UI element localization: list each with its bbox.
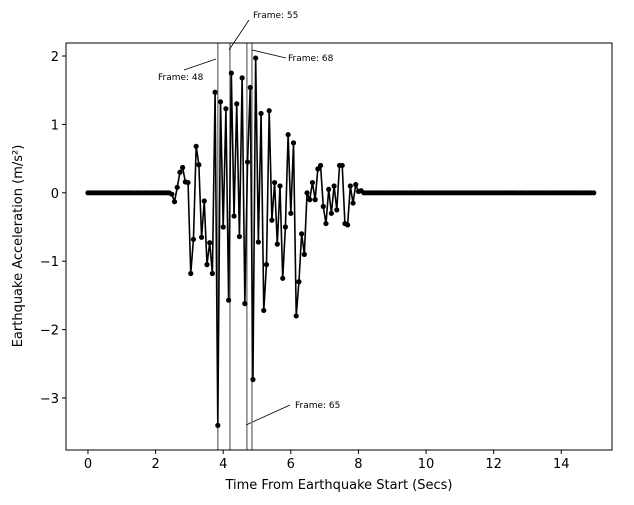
annotation: Frame: 65 xyxy=(295,401,340,411)
data-point xyxy=(188,270,194,277)
data-point xyxy=(177,169,183,175)
data-point xyxy=(190,236,197,242)
data-point xyxy=(169,191,175,197)
data-point xyxy=(236,233,243,240)
y-tick-label: −2 xyxy=(40,324,59,339)
annotation: Frame: 55 xyxy=(253,11,298,21)
data-point xyxy=(180,164,186,171)
data-point xyxy=(247,84,253,91)
y-tick-label: 2 xyxy=(51,50,59,65)
data-point xyxy=(226,297,232,303)
data-point xyxy=(255,239,261,245)
annotation: Frame: 68 xyxy=(288,54,334,64)
y-axis-label: Earthquake Acceleration (m/s²) xyxy=(11,145,26,348)
data-point xyxy=(339,162,345,169)
data-point xyxy=(171,199,178,205)
data-point xyxy=(282,224,289,230)
data-point xyxy=(242,301,248,307)
y-tick-label: 1 xyxy=(51,118,59,133)
data-point xyxy=(334,207,340,213)
data-point xyxy=(209,270,215,277)
data-point xyxy=(347,183,353,189)
data-point xyxy=(328,210,334,216)
x-axis-label: Time From Earthquake Start (Secs) xyxy=(224,478,452,493)
data-point xyxy=(350,200,356,206)
data-point xyxy=(244,159,251,165)
data-point xyxy=(331,183,337,189)
x-tick-label: 12 xyxy=(485,457,502,472)
data-point xyxy=(290,140,297,146)
annotation-arrow xyxy=(245,404,291,426)
x-tick-label: 0 xyxy=(84,457,92,472)
data-point xyxy=(263,262,270,268)
data-point xyxy=(269,217,275,223)
data-point xyxy=(266,108,272,114)
data-point xyxy=(198,234,205,240)
data-point xyxy=(274,241,280,247)
data-point xyxy=(174,184,180,190)
data-point xyxy=(196,162,202,168)
x-tick-label: 4 xyxy=(219,457,227,472)
data-line xyxy=(87,58,594,426)
x-tick-label: 2 xyxy=(151,457,159,472)
annotation-arrow xyxy=(183,58,217,71)
data-point xyxy=(345,222,351,228)
data-point xyxy=(271,179,278,186)
x-tick-label: 8 xyxy=(354,457,362,472)
data-point xyxy=(212,89,218,95)
data-point xyxy=(309,179,316,186)
data-point xyxy=(258,110,264,117)
data-point xyxy=(253,55,259,61)
x-tick-label: 10 xyxy=(418,457,435,472)
data-point xyxy=(320,203,326,210)
data-point xyxy=(231,213,237,219)
y-tick-label: −1 xyxy=(40,255,59,270)
data-point xyxy=(285,132,291,138)
data-point xyxy=(288,210,294,216)
y-tick-label: 0 xyxy=(51,187,59,202)
data-point xyxy=(215,422,221,428)
data-point xyxy=(228,70,234,76)
data-point xyxy=(299,231,305,237)
data-point xyxy=(207,240,213,246)
data-point xyxy=(220,224,226,230)
data-point xyxy=(280,275,286,281)
plot-frame xyxy=(65,42,613,451)
data-point xyxy=(277,183,283,189)
data-point xyxy=(317,162,324,169)
data-point xyxy=(201,198,207,204)
data-point xyxy=(204,262,210,268)
data-point xyxy=(293,313,299,319)
annotation-arrow xyxy=(251,49,287,59)
data-point xyxy=(326,186,332,192)
data-point xyxy=(323,220,329,227)
data-point xyxy=(591,190,597,196)
y-tick-label: −3 xyxy=(40,392,59,407)
data-point xyxy=(261,307,267,314)
data-point xyxy=(312,197,318,203)
data-point xyxy=(223,106,229,112)
data-point xyxy=(193,143,199,149)
data-point xyxy=(301,251,307,257)
data-point xyxy=(250,376,256,383)
x-tick-label: 6 xyxy=(287,457,295,472)
data-point xyxy=(239,75,245,81)
data-point xyxy=(304,190,310,196)
data-point xyxy=(217,99,224,105)
data-point xyxy=(234,101,240,107)
data-point xyxy=(296,279,302,285)
data-point xyxy=(353,181,359,188)
annotation-arrow xyxy=(228,19,250,51)
annotation: Frame: 48 xyxy=(158,73,204,83)
data-point xyxy=(185,179,191,186)
x-tick-label: 14 xyxy=(553,457,570,472)
data-point xyxy=(307,197,313,203)
